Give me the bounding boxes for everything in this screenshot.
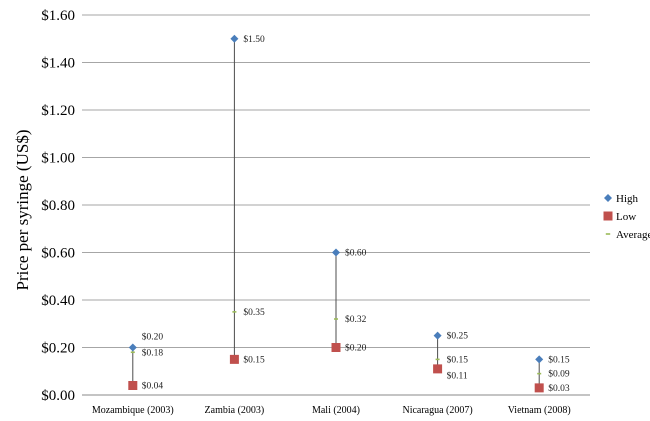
x-tick-label: Nicaragua (2007) [402, 405, 472, 416]
y-tick-label: $1.60 [41, 8, 75, 24]
y-tick-label: $1.40 [41, 56, 75, 72]
average-value-label: $0.32 [345, 314, 367, 325]
low-value-label: $0.11 [447, 370, 468, 381]
grid-lines [82, 14, 590, 396]
legend-low-label: Low [616, 211, 636, 223]
range-lines [132, 38, 540, 388]
high-point [128, 343, 137, 352]
low-value-label: $0.20 [345, 343, 367, 354]
x-tick-label: Mali (2004) [312, 405, 360, 416]
low-point [433, 364, 443, 374]
data-labels: $0.20 $0.18 $0.04 $1.50 $0.35 $0.15 $0.60 $0.32… [142, 34, 570, 394]
high-point [230, 34, 239, 43]
average-value-label: $0.09 [548, 369, 570, 380]
y-tick-label: $0.00 [41, 388, 75, 404]
y-tick-label: $0.60 [41, 246, 75, 262]
low-point [128, 381, 138, 390]
y-tick-label: $0.40 [41, 293, 75, 309]
y-tick-label: $0.80 [41, 198, 75, 214]
average-value-label: $0.15 [447, 354, 469, 365]
low-value-label: $0.03 [548, 383, 570, 394]
y-tick-label: $1.20 [41, 103, 75, 119]
y-tick-label: $1.00 [41, 151, 75, 167]
x-tick-label: Vietnam (2008) [508, 405, 571, 416]
high-value-label: $0.20 [142, 331, 164, 342]
y-tick-label: $0.20 [41, 341, 75, 357]
low-point [331, 343, 341, 352]
legend-high-marker [604, 194, 612, 202]
average-value-label: $0.35 [243, 307, 265, 318]
x-tick-label: Zambia (2003) [205, 405, 265, 416]
low-value-label: $0.04 [142, 381, 164, 392]
high-value-label: $0.60 [345, 248, 367, 259]
legend-low-marker [603, 211, 613, 221]
y-axis-ticks: $0.00 $0.20 $0.40 $0.60 $0.80 $1.00 $1.20 $1.40… [41, 8, 75, 404]
high-value-label: $1.50 [243, 34, 265, 45]
data-markers [128, 34, 544, 393]
legend-high-label: High [616, 193, 639, 205]
high-value-label: $0.15 [548, 354, 570, 365]
legend: High Low Average [603, 193, 650, 241]
average-value-label: $0.18 [142, 347, 164, 358]
high-value-label: $0.25 [447, 331, 469, 342]
legend-average-label: Average [616, 229, 650, 241]
high-point [535, 355, 544, 364]
y-axis-label: Price per syringe (US$) [13, 130, 32, 291]
high-point [332, 248, 340, 257]
x-axis-ticks: Mozambique (2003) Zambia (2003) Mali (2004… [92, 405, 571, 416]
x-tick-label: Mozambique (2003) [92, 405, 174, 416]
high-point [433, 331, 442, 340]
low-point [229, 354, 239, 364]
low-value-label: $0.15 [243, 354, 265, 365]
low-point [534, 383, 544, 393]
